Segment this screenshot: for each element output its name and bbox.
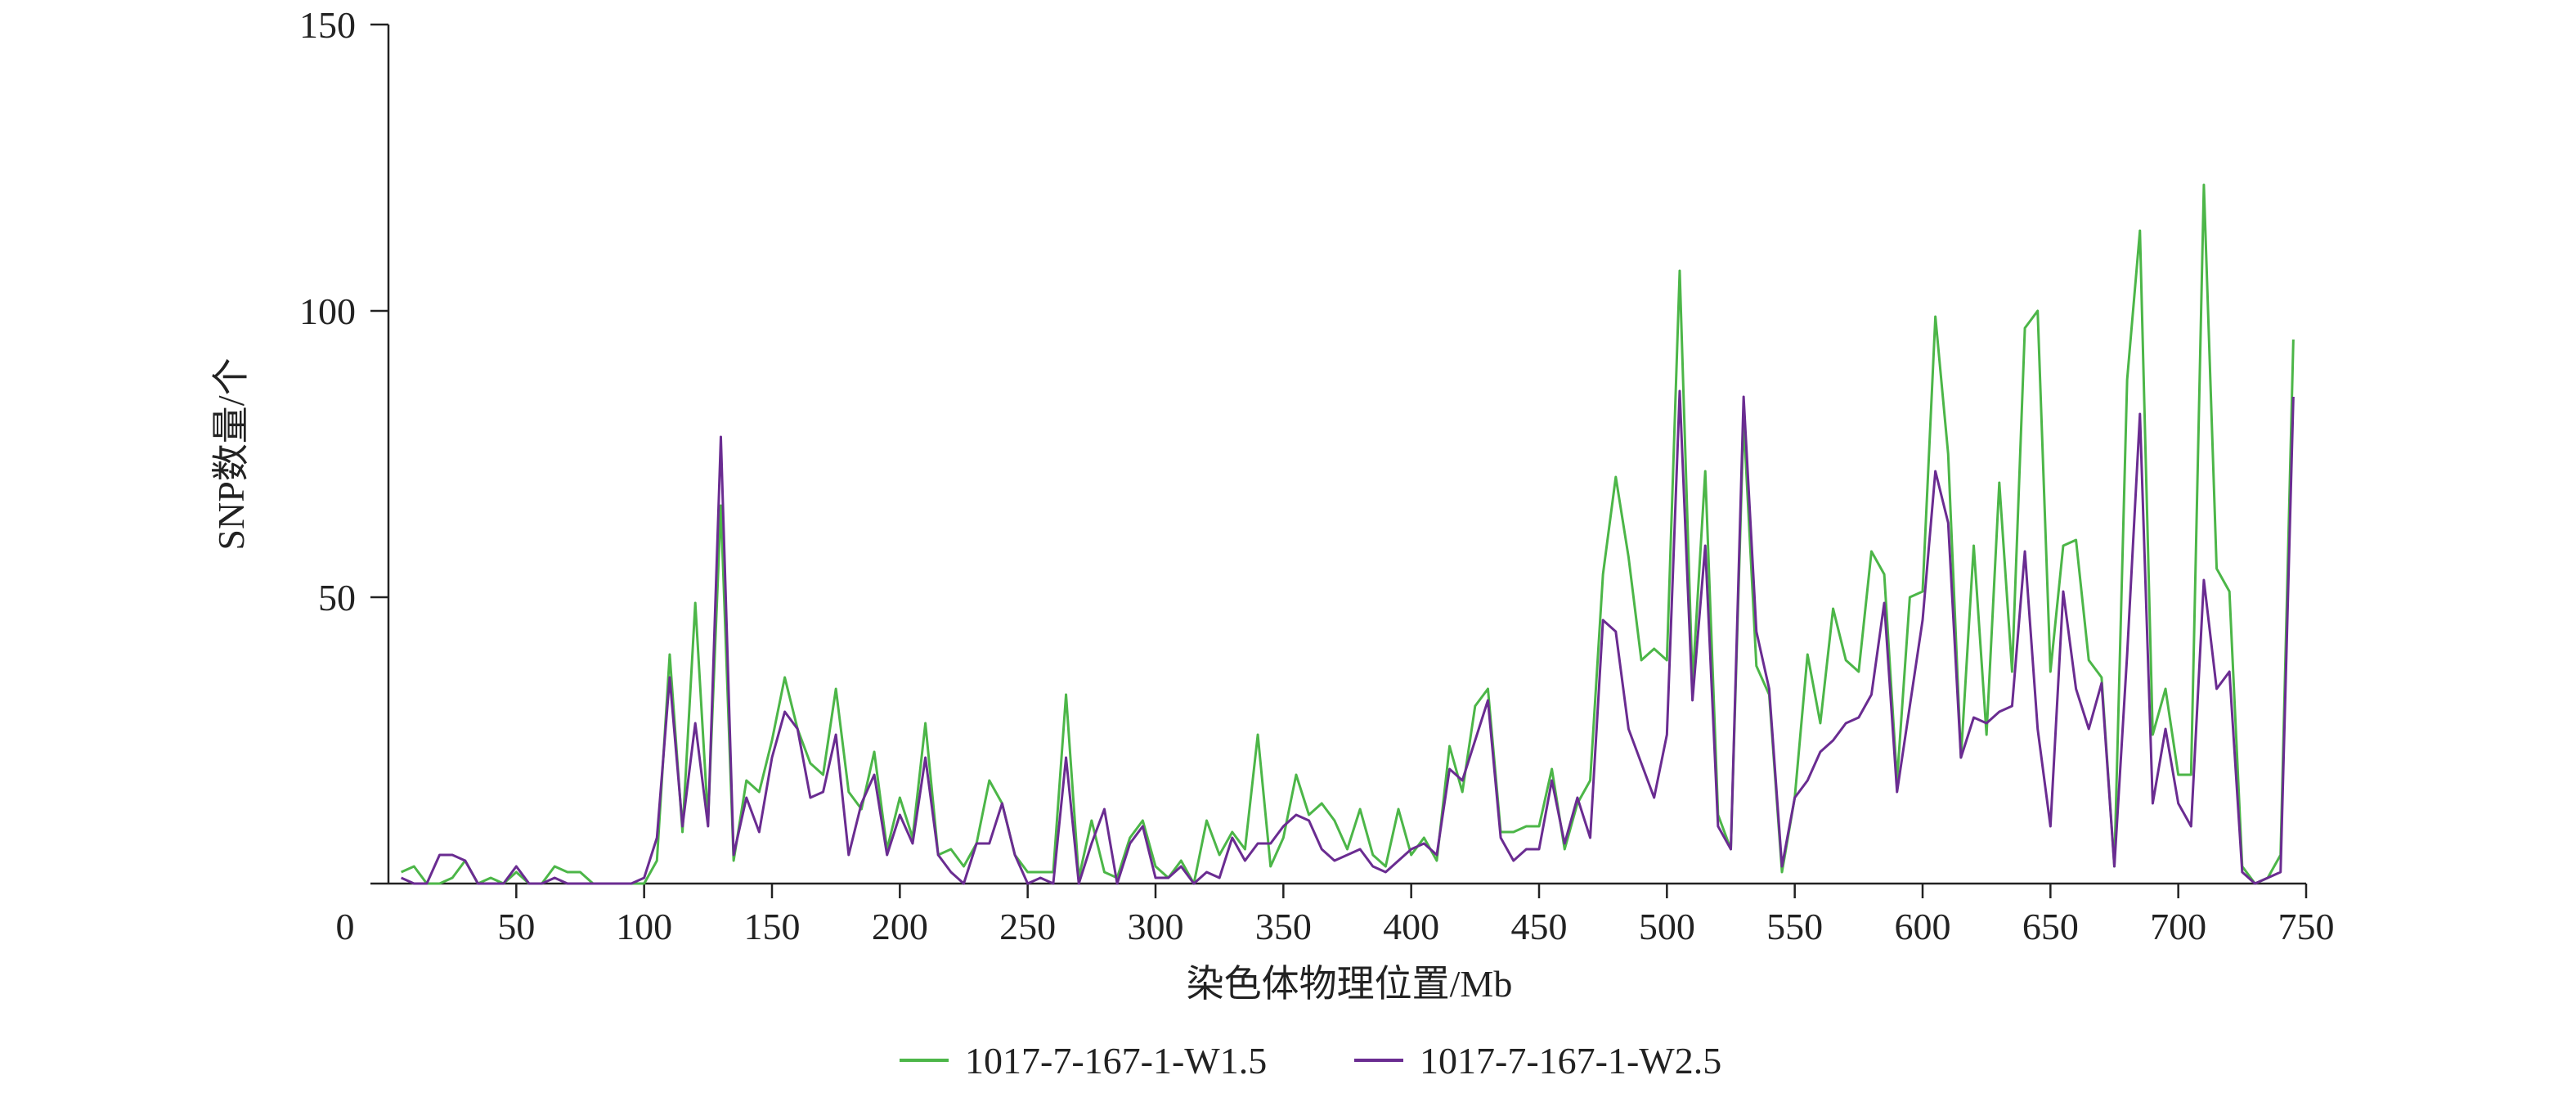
x-tick-label: 500 — [1639, 906, 1695, 947]
x-tick-label: 50 — [497, 906, 535, 947]
y-tick-label: 100 — [299, 290, 356, 332]
y-axis-label: SNP数量/个 — [210, 358, 252, 550]
x-tick-label: 600 — [1895, 906, 1951, 947]
x-tick-label: 300 — [1128, 906, 1184, 947]
x-tick-label: 750 — [2278, 906, 2335, 947]
x-tick-label: 150 — [744, 906, 801, 947]
y-tick-label: 150 — [299, 4, 356, 46]
x-tick-label: 650 — [2022, 906, 2079, 947]
series-line — [401, 183, 2295, 885]
x-tick-label: 100 — [616, 906, 672, 947]
y-tick-label: 0 — [336, 906, 355, 947]
x-tick-label: 400 — [1383, 906, 1439, 947]
y-tick-label: 50 — [318, 577, 356, 618]
legend-label: 1017-7-167-1-W2.5 — [1420, 1040, 1721, 1082]
legend-label: 1017-7-167-1-W1.5 — [965, 1040, 1267, 1082]
x-tick-label: 550 — [1766, 906, 1823, 947]
x-tick-label: 250 — [999, 906, 1056, 947]
x-tick-label: 700 — [2150, 906, 2206, 947]
x-axis-label: 染色体物理位置/Mb — [1187, 963, 1513, 1005]
x-tick-label: 450 — [1511, 906, 1568, 947]
x-tick-label: 200 — [872, 906, 928, 947]
series-line — [401, 389, 2295, 885]
x-tick-label: 350 — [1255, 906, 1312, 947]
